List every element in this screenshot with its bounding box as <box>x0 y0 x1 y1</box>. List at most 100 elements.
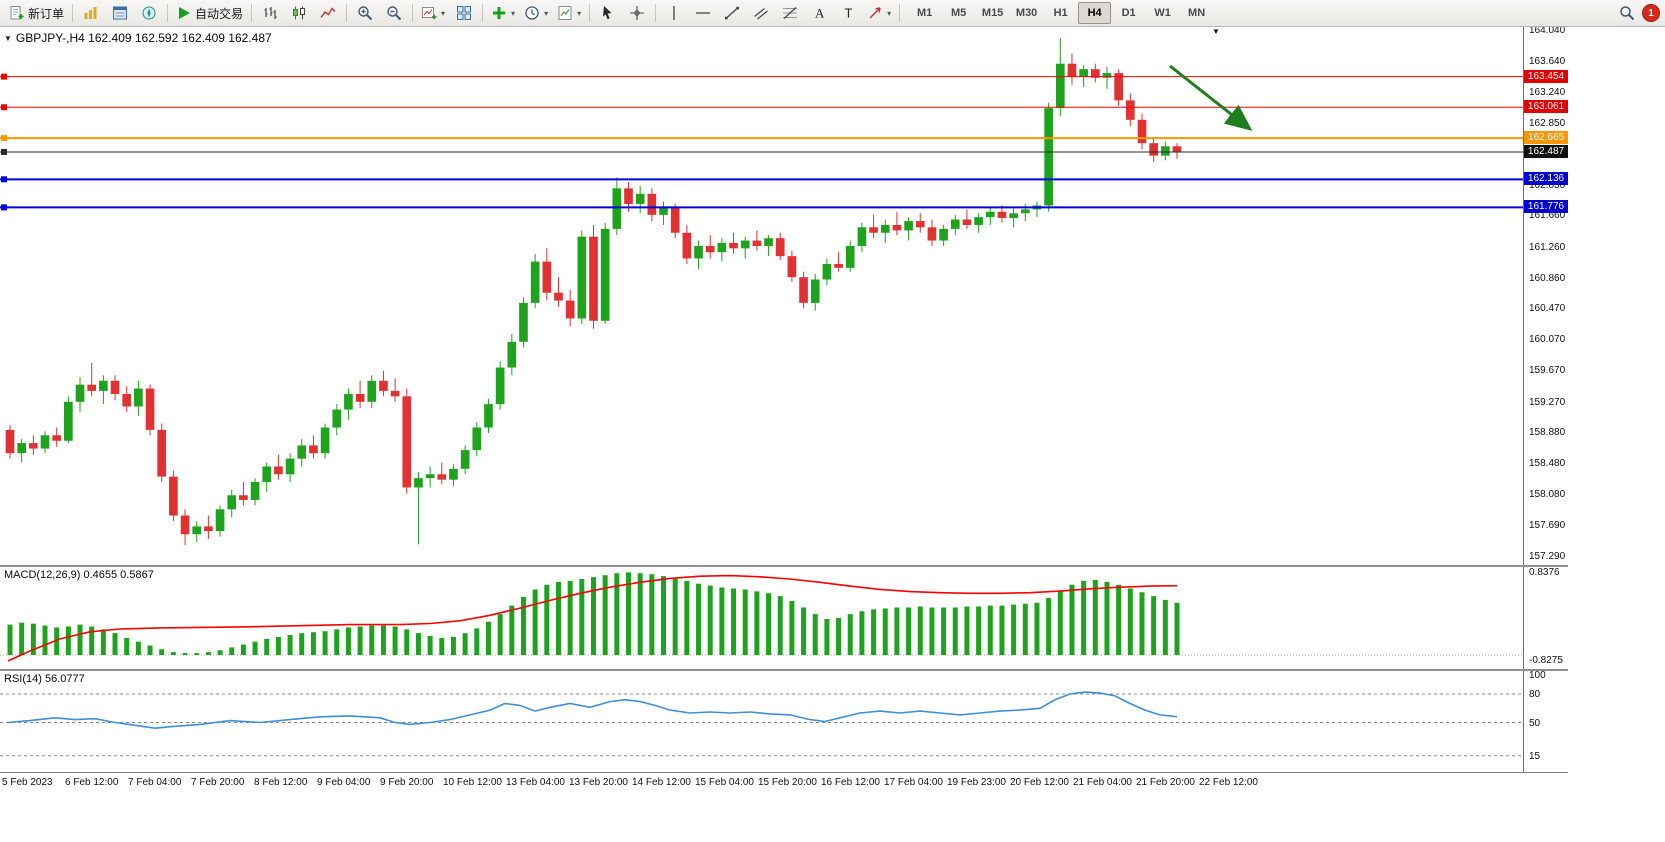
periods-button[interactable]: ▾ <box>520 1 552 25</box>
timeframe-mn[interactable]: MN <box>1188 7 1206 19</box>
search-button[interactable] <box>1613 1 1641 25</box>
candle-body <box>192 526 202 535</box>
candlestick-button[interactable] <box>285 1 313 25</box>
indicators-button[interactable]: ▾ <box>487 1 519 25</box>
candle-body <box>880 224 890 233</box>
new-chart-button[interactable]: ▾ <box>417 1 449 25</box>
candle-body <box>460 450 470 469</box>
chevron-down-icon: ▾ <box>544 8 549 18</box>
timeframe-m5[interactable]: M5 <box>950 7 967 19</box>
candle-body <box>939 228 948 241</box>
new-order-button[interactable]: 新订单 <box>5 1 68 25</box>
candle-body <box>355 394 365 402</box>
cursor-icon <box>603 6 612 20</box>
cursor-button[interactable] <box>594 1 622 25</box>
time-label: 21 Feb 04:00 <box>1073 777 1132 788</box>
line-chart-button[interactable] <box>314 1 342 25</box>
price-scale[interactable]: 164.040163.640163.240162.850162.450162.0… <box>1523 25 1568 772</box>
level-left-marker <box>1 73 7 80</box>
time-label: 14 Feb 12:00 <box>632 777 691 788</box>
candle-body <box>309 445 318 454</box>
price-level-tag: 163.454 <box>1524 69 1568 83</box>
bar-chart-button[interactable] <box>256 1 284 25</box>
navigator-button[interactable] <box>135 1 163 25</box>
zoom-in-button[interactable] <box>351 1 379 25</box>
timeframe-h1[interactable]: H1 <box>1053 7 1068 19</box>
label-button[interactable]: T <box>834 1 862 25</box>
time-label: 21 Feb 20:00 <box>1136 777 1195 788</box>
price-tick-label: 161.660 <box>1529 210 1566 222</box>
candle-body <box>425 474 435 479</box>
svg-text:T: T <box>845 6 853 21</box>
notification-badge[interactable]: 1 <box>1642 4 1660 22</box>
chart-window[interactable]: ▼ GBPJPY-,H4 162.409 162.592 162.409 162… <box>0 25 1568 793</box>
candle-body <box>239 495 248 500</box>
indicators-icon <box>493 7 506 19</box>
candle-body <box>577 236 587 319</box>
pane-separator[interactable] <box>0 669 1568 671</box>
notification-count: 1 <box>1648 7 1654 19</box>
candle-body <box>530 261 540 303</box>
market-watch-button[interactable] <box>77 1 105 25</box>
chart-shift-marker-icon[interactable]: ▼ <box>1212 27 1220 36</box>
candle-body <box>495 367 505 405</box>
candlestick-plot[interactable] <box>0 27 1523 565</box>
autotrading-button[interactable]: 自动交易 <box>172 1 247 25</box>
candle-body <box>40 435 50 449</box>
rsi-plot[interactable] <box>0 671 1523 771</box>
price-tick-label: 157.290 <box>1529 550 1566 562</box>
candle-body <box>647 193 657 215</box>
separator <box>589 4 591 22</box>
rsi-scale-label: 80 <box>1529 689 1541 700</box>
time-label: 13 Feb 04:00 <box>506 777 565 788</box>
fibonacci-button[interactable] <box>776 1 804 25</box>
candle-body <box>285 458 295 475</box>
time-label: 15 Feb 04:00 <box>695 777 754 788</box>
tile-windows-icon <box>457 6 472 20</box>
text-button[interactable]: A <box>805 1 833 25</box>
timeframe-m15[interactable]: M15 <box>981 7 1004 19</box>
separator <box>899 4 901 22</box>
candle-body <box>17 443 27 454</box>
horizontal-line-button[interactable] <box>689 1 717 25</box>
rsi-scale-label: 50 <box>1529 717 1541 729</box>
trend-arrow-annotation[interactable] <box>1169 64 1253 131</box>
horizontal-line-icon <box>696 12 711 14</box>
templates-button[interactable]: ▾ <box>553 1 585 25</box>
timeframe-m30[interactable]: M30 <box>1015 7 1038 19</box>
timeframe-d1[interactable]: D1 <box>1121 7 1136 19</box>
crosshair-button[interactable] <box>623 1 651 25</box>
candle-body <box>134 388 143 407</box>
candle-body <box>659 207 668 215</box>
channel-button[interactable] <box>747 1 775 25</box>
candle-body <box>1067 63 1077 77</box>
pane-separator[interactable] <box>0 565 1568 567</box>
vertical-line-button[interactable] <box>660 1 688 25</box>
candle-body <box>1114 73 1123 101</box>
level-left-marker <box>1 104 7 111</box>
candle-body <box>624 188 633 204</box>
candle-body <box>869 227 878 233</box>
arrows-button[interactable]: ▾ <box>863 1 895 25</box>
candle-body <box>519 302 528 342</box>
candle-body <box>169 476 178 516</box>
tile-windows-button[interactable] <box>450 1 478 25</box>
timeframe-h4[interactable]: H4 <box>1078 2 1112 24</box>
macd-plot[interactable] <box>0 567 1523 669</box>
time-scale[interactable]: 5 Feb 2023 6 Feb 12:00 7 Feb 04:00 7 Feb 20… <box>0 772 1568 793</box>
candle-body <box>810 279 820 303</box>
candle-body <box>822 263 832 280</box>
timeframe-w1[interactable]: W1 <box>1154 7 1171 19</box>
trendline-button[interactable] <box>718 1 746 25</box>
vertical-line-icon <box>673 6 675 20</box>
price-level-tag: 162.136 <box>1524 172 1568 186</box>
chart-collapse-icon[interactable]: ▼ <box>4 33 12 43</box>
price-tick-label: 161.260 <box>1529 241 1566 253</box>
data-window-button[interactable] <box>106 1 134 25</box>
price-tick-label: 158.480 <box>1529 458 1566 470</box>
candle-body <box>390 390 400 397</box>
time-label: 10 Feb 12:00 <box>443 777 502 788</box>
timeframe-m1[interactable]: M1 <box>916 7 933 19</box>
bar-chart-icon <box>264 7 277 19</box>
zoom-out-button[interactable] <box>380 1 408 25</box>
